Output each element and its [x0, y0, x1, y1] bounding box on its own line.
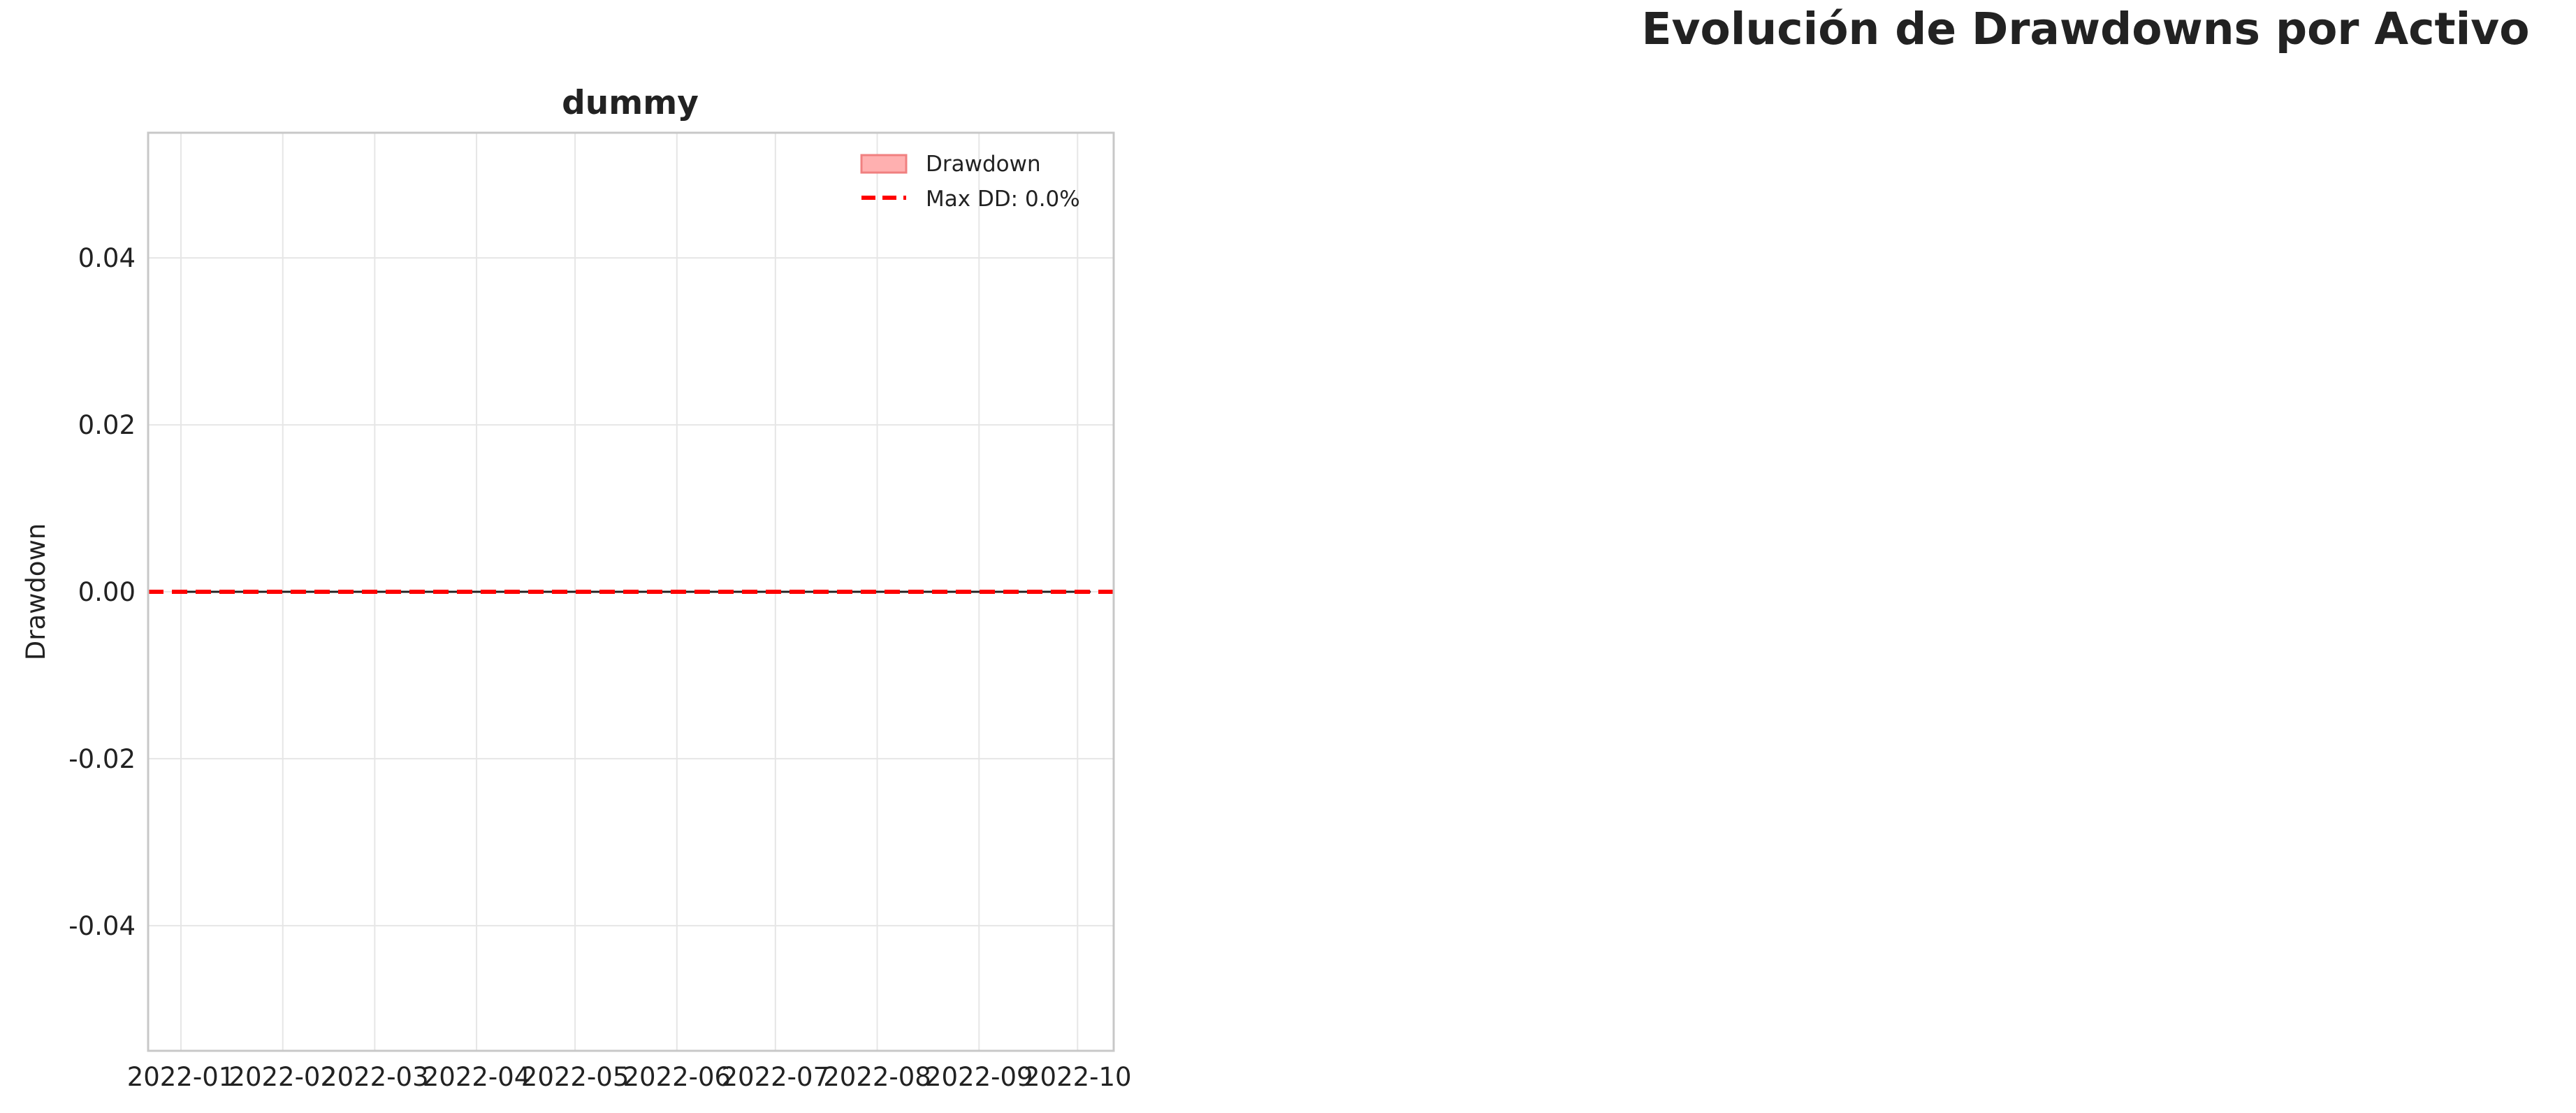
x-tick-label: 2022-08 — [823, 1062, 931, 1092]
plot-area — [147, 131, 1115, 1052]
x-tick-label: 2022-02 — [228, 1062, 337, 1092]
x-tick-label: 2022-01 — [127, 1062, 235, 1092]
legend-label-drawdown: Drawdown — [926, 152, 1041, 177]
x-tick-label: 2022-10 — [1024, 1062, 1132, 1092]
x-tick-label: 2022-06 — [623, 1062, 732, 1092]
y-tick-label: -0.04 — [68, 911, 136, 941]
x-tick-label: 2022-05 — [521, 1062, 630, 1092]
x-tick-label: 2022-07 — [722, 1062, 830, 1092]
y-tick-label: 0.02 — [78, 410, 136, 440]
x-tick-label: 2022-04 — [423, 1062, 531, 1092]
y-axis-ticks: -0.04 -0.02 0.00 0.02 0.04 — [68, 243, 136, 941]
x-axis-ticks: 2022-012022-022022-032022-042022-052022-… — [127, 1062, 1132, 1092]
x-tick-label: 2022-03 — [321, 1062, 429, 1092]
x-tick-label: 2022-09 — [925, 1062, 1033, 1092]
legend-swatch-drawdown — [860, 154, 908, 174]
plot-frame — [147, 131, 1115, 1052]
y-axis-label: Drawdown — [21, 523, 51, 660]
legend: Drawdown Max DD: 0.0% — [860, 152, 1080, 212]
chart-title: dummy — [562, 84, 699, 122]
y-tick-label: 0.04 — [78, 243, 136, 273]
y-tick-label: -0.02 — [68, 744, 136, 774]
legend-label-max-dd: Max DD: 0.0% — [926, 187, 1080, 212]
figure-suptitle: Evolución de Drawdowns por Activo — [1641, 3, 2529, 54]
y-tick-label: 0.00 — [78, 577, 136, 607]
